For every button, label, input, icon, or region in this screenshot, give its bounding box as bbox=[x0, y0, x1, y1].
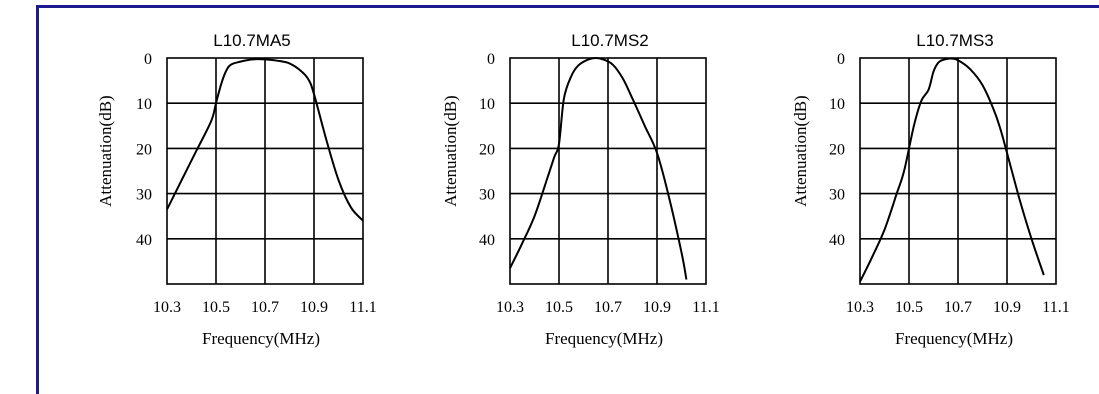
x-tick-label: 10.9 bbox=[300, 299, 328, 316]
y-tick-label: 0 bbox=[487, 51, 495, 68]
y-tick-label: 10 bbox=[136, 96, 152, 113]
x-tick-label: 11.1 bbox=[1042, 299, 1069, 316]
attenuation-curve bbox=[509, 57, 688, 280]
y-axis-label: Attenuation(dB) bbox=[96, 95, 115, 206]
y-tick-label: 20 bbox=[829, 141, 845, 158]
chart-title: L10.7MA5 bbox=[213, 31, 291, 50]
chart-title: L10.7MS3 bbox=[916, 31, 994, 50]
chart-panel-3: 0 10 20 30 40 10.3 10.5 10.7 10.9 11.1 L10.7MS3 Fre… bbox=[791, 31, 1070, 348]
y-tick-label: 10 bbox=[829, 96, 845, 113]
x-tick-label: 10.5 bbox=[202, 299, 230, 316]
x-tick-label: 10.5 bbox=[895, 299, 923, 316]
x-tick-label: 11.1 bbox=[692, 299, 719, 316]
y-tick-label: 40 bbox=[136, 232, 152, 249]
x-axis-label: Frequency(MHz) bbox=[545, 329, 663, 348]
x-axis-label: Frequency(MHz) bbox=[895, 329, 1013, 348]
y-tick-label: 30 bbox=[136, 187, 152, 204]
frame-border-top bbox=[36, 5, 1099, 8]
x-tick-label: 10.7 bbox=[944, 299, 972, 316]
x-tick-label: 10.7 bbox=[594, 299, 622, 316]
chart-title: L10.7MS2 bbox=[571, 31, 649, 50]
x-tick-label: 11.1 bbox=[349, 299, 376, 316]
attenuation-curve bbox=[859, 57, 1045, 283]
frame-border-left bbox=[36, 5, 39, 394]
y-axis-label: Attenuation(dB) bbox=[791, 95, 810, 206]
y-tick-label: 40 bbox=[479, 232, 495, 249]
y-tick-label: 10 bbox=[479, 96, 495, 113]
y-tick-label: 20 bbox=[479, 141, 495, 158]
x-tick-label: 10.9 bbox=[643, 299, 671, 316]
y-tick-label: 0 bbox=[837, 51, 845, 68]
x-tick-label: 10.3 bbox=[153, 299, 181, 316]
y-tick-label: 30 bbox=[479, 187, 495, 204]
y-tick-label: 40 bbox=[829, 232, 845, 249]
x-tick-label: 10.3 bbox=[496, 299, 524, 316]
y-tick-label: 0 bbox=[144, 51, 152, 68]
y-axis-label: Attenuation(dB) bbox=[441, 95, 460, 206]
attenuation-curve bbox=[166, 58, 364, 222]
chart-panel-1: 0 10 20 30 40 10.3 10.5 10.7 10.9 11.1 L10.7MA5 Fre… bbox=[96, 31, 377, 348]
x-tick-label: 10.3 bbox=[846, 299, 874, 316]
x-tick-label: 10.7 bbox=[251, 299, 279, 316]
x-tick-label: 10.9 bbox=[993, 299, 1021, 316]
chart-panel-2: 0 10 20 30 40 10.3 10.5 10.7 10.9 11.1 L10.7MS2 Fre… bbox=[441, 31, 720, 348]
x-axis-label: Frequency(MHz) bbox=[202, 329, 320, 348]
y-tick-label: 20 bbox=[136, 141, 152, 158]
y-tick-label: 30 bbox=[829, 187, 845, 204]
x-tick-label: 10.5 bbox=[545, 299, 573, 316]
